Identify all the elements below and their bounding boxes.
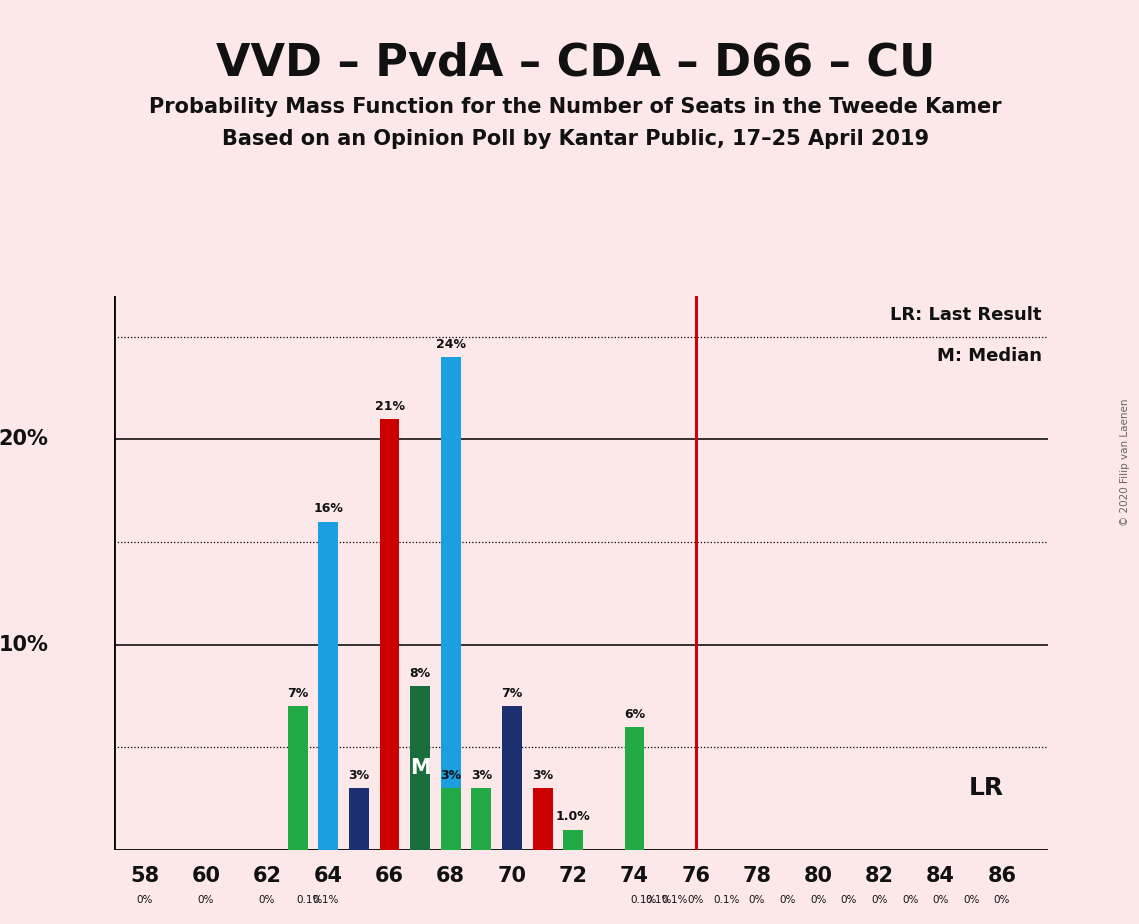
Bar xyxy=(533,788,552,850)
Text: 8%: 8% xyxy=(410,666,431,680)
Text: 0.1%: 0.1% xyxy=(631,895,657,906)
Bar xyxy=(318,521,338,850)
Text: 7%: 7% xyxy=(287,687,309,700)
Text: 20%: 20% xyxy=(0,430,49,449)
Text: 0.1%: 0.1% xyxy=(312,895,338,906)
Text: 0.1%: 0.1% xyxy=(296,895,323,906)
Text: 0%: 0% xyxy=(933,895,949,906)
Text: 3%: 3% xyxy=(349,770,369,783)
Text: LR: Last Result: LR: Last Result xyxy=(891,306,1042,324)
Bar xyxy=(624,727,645,850)
Text: 3%: 3% xyxy=(470,770,492,783)
Text: VVD – PvdA – CDA – D66 – CU: VVD – PvdA – CDA – D66 – CU xyxy=(215,42,935,85)
Text: 0.1%: 0.1% xyxy=(646,895,672,906)
Text: 0%: 0% xyxy=(841,895,857,906)
Bar xyxy=(564,830,583,850)
Text: 0%: 0% xyxy=(688,895,704,906)
Text: 0%: 0% xyxy=(779,895,796,906)
Text: 0%: 0% xyxy=(810,895,827,906)
Bar xyxy=(379,419,400,850)
Text: M: M xyxy=(410,758,431,778)
Text: 0%: 0% xyxy=(748,895,765,906)
Text: 16%: 16% xyxy=(313,503,343,516)
Bar xyxy=(441,788,460,850)
Text: 0%: 0% xyxy=(964,895,980,906)
Text: Probability Mass Function for the Number of Seats in the Tweede Kamer: Probability Mass Function for the Number… xyxy=(149,97,1001,117)
Text: 3%: 3% xyxy=(532,770,554,783)
Bar xyxy=(349,788,369,850)
Bar xyxy=(288,706,308,850)
Text: 24%: 24% xyxy=(436,338,466,351)
Bar xyxy=(502,706,522,850)
Text: 0.1%: 0.1% xyxy=(661,895,688,906)
Bar xyxy=(472,788,491,850)
Text: 0%: 0% xyxy=(137,895,153,906)
Text: 0%: 0% xyxy=(197,895,214,906)
Text: 10%: 10% xyxy=(0,635,49,655)
Text: 0.1%: 0.1% xyxy=(713,895,739,906)
Text: 0%: 0% xyxy=(902,895,918,906)
Text: 6%: 6% xyxy=(624,708,645,721)
Bar xyxy=(410,686,431,850)
Text: 3%: 3% xyxy=(440,770,461,783)
Text: Based on an Opinion Poll by Kantar Public, 17–25 April 2019: Based on an Opinion Poll by Kantar Publi… xyxy=(222,129,928,150)
Bar xyxy=(441,358,460,850)
Text: 7%: 7% xyxy=(501,687,523,700)
Text: © 2020 Filip van Laenen: © 2020 Filip van Laenen xyxy=(1120,398,1130,526)
Text: 0%: 0% xyxy=(259,895,276,906)
Text: LR: LR xyxy=(969,776,1005,800)
Text: 1.0%: 1.0% xyxy=(556,810,591,823)
Text: 21%: 21% xyxy=(375,400,404,413)
Text: M: Median: M: Median xyxy=(936,347,1042,365)
Text: 0%: 0% xyxy=(871,895,887,906)
Text: 0%: 0% xyxy=(993,895,1010,906)
